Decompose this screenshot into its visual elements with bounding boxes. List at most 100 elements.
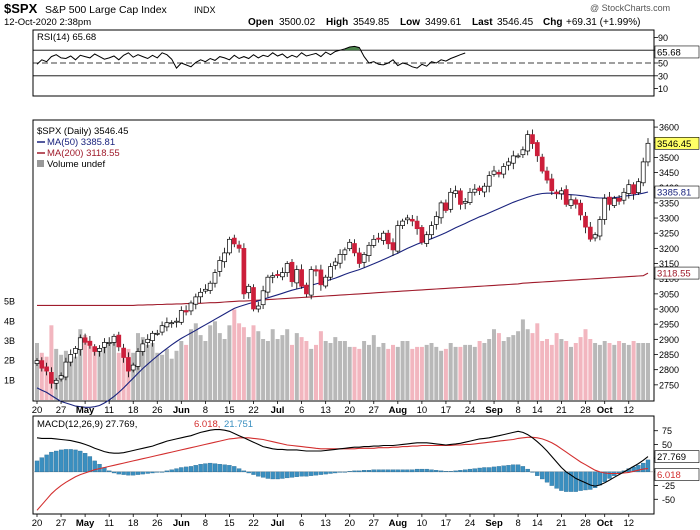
low-label: Low — [400, 17, 420, 28]
candle-up — [34, 360, 40, 364]
volume-bar — [116, 352, 121, 400]
price-x-label: 27 — [56, 405, 67, 416]
volume-bar — [530, 333, 535, 400]
candle-up — [203, 288, 208, 292]
volume-bar — [280, 335, 285, 400]
volume-bar — [362, 341, 367, 400]
price-tick-label: 2850 — [659, 350, 679, 360]
candle-up — [636, 181, 641, 193]
macd-x-label: Sep — [485, 518, 503, 529]
price-tick-label: 3250 — [659, 229, 679, 239]
candle-down — [356, 252, 362, 264]
candle-up — [111, 335, 117, 343]
volume-bar — [275, 339, 280, 400]
candle-down — [126, 357, 131, 372]
volume-bar — [506, 337, 511, 400]
candle-down — [116, 334, 122, 348]
macd-histogram-bar — [515, 464, 521, 472]
macd-histogram-bar — [318, 471, 324, 475]
candle-up — [645, 142, 651, 163]
volume-bar — [376, 346, 381, 400]
candle-up — [592, 234, 598, 239]
macd-histogram-bar — [34, 460, 40, 473]
chg-value: +69.31 (+1.99%) — [566, 17, 641, 28]
candle-up — [135, 351, 141, 367]
price-legend-ma50: MA(50) 3385.81 — [47, 137, 115, 148]
macd-histogram-bar — [463, 469, 468, 473]
volume-tick-label: 3B — [4, 336, 15, 346]
macd-histogram-bar — [121, 471, 126, 475]
candle-down — [313, 269, 319, 272]
candle-up — [467, 191, 473, 203]
macd-histogram-bar — [198, 464, 203, 473]
macd-histogram-bar — [453, 470, 458, 473]
candle-up — [381, 232, 386, 241]
macd-histogram-bar — [179, 467, 184, 473]
candle-down — [578, 202, 583, 216]
macd-histogram-bar — [78, 450, 83, 472]
volume-bar — [540, 341, 545, 400]
volume-bar — [309, 348, 314, 400]
macd-histogram-bar — [597, 471, 603, 486]
volume-bar — [39, 352, 44, 400]
candle-up — [106, 342, 112, 344]
high-label: High — [326, 17, 348, 28]
candle-down — [414, 220, 420, 230]
volume-bar — [97, 348, 102, 400]
candle-down — [419, 227, 425, 243]
macd-histogram-bar — [501, 465, 506, 472]
price-tick-label: 2800 — [659, 365, 679, 375]
macd-x-label: 27 — [368, 518, 379, 529]
candle-up — [308, 269, 314, 296]
macd-histogram-bar — [107, 470, 112, 473]
volume-bar — [357, 348, 362, 400]
macd-x-label: 26 — [152, 518, 163, 529]
volume-bar — [270, 329, 275, 400]
macd-histogram-bar — [39, 457, 44, 473]
volume-bar — [487, 339, 492, 400]
volume-bar — [102, 346, 107, 400]
volume-bar — [607, 343, 612, 400]
macd-histogram-bar — [564, 471, 569, 492]
candle-up — [212, 272, 218, 284]
candle-up — [611, 197, 617, 206]
candle-down — [530, 134, 535, 145]
macd-histogram-bar — [63, 449, 69, 473]
candle-up — [260, 290, 266, 306]
price-x-label: 21 — [556, 405, 567, 416]
candle-up — [640, 161, 646, 184]
rsi-tick-label: 10 — [658, 84, 668, 94]
volume-bar — [78, 329, 83, 400]
volume-bar — [160, 354, 165, 400]
price-x-label: 22 — [248, 405, 259, 416]
price-legend-volume: Volume undef — [47, 159, 105, 170]
candle-up — [159, 325, 165, 333]
volume-bar — [131, 352, 136, 400]
index-name: S&P 500 Large Cap Index — [45, 4, 168, 16]
volume-bar — [492, 329, 496, 400]
volume-bar — [477, 341, 482, 400]
candle-up — [174, 320, 179, 323]
candle-up — [284, 263, 290, 273]
price-x-label: 20 — [32, 405, 43, 416]
candle-down — [631, 184, 636, 195]
macd-histogram-bar — [568, 471, 574, 492]
candle-up — [280, 272, 285, 278]
candle-down — [87, 340, 93, 346]
macd-histogram-bar — [467, 468, 473, 472]
macd-histogram-bar — [82, 453, 88, 473]
candle-up — [97, 348, 102, 352]
price-x-label: 20 — [344, 405, 355, 416]
macd-tick-label: -25 — [662, 481, 675, 491]
price-legend-series: $SPX (Daily) 3546.45 — [37, 126, 128, 137]
volume-bar — [83, 335, 88, 400]
macd-x-label: Jun — [173, 518, 190, 529]
macd-x-label: 15 — [224, 518, 235, 529]
volume-bar — [468, 344, 472, 400]
volume-bar — [150, 343, 155, 400]
candle-up — [169, 322, 175, 325]
candle-down — [477, 187, 482, 192]
volume-bar — [184, 344, 189, 400]
volume-legend-swatch — [37, 160, 44, 167]
price-tick-label: 3350 — [659, 198, 679, 208]
